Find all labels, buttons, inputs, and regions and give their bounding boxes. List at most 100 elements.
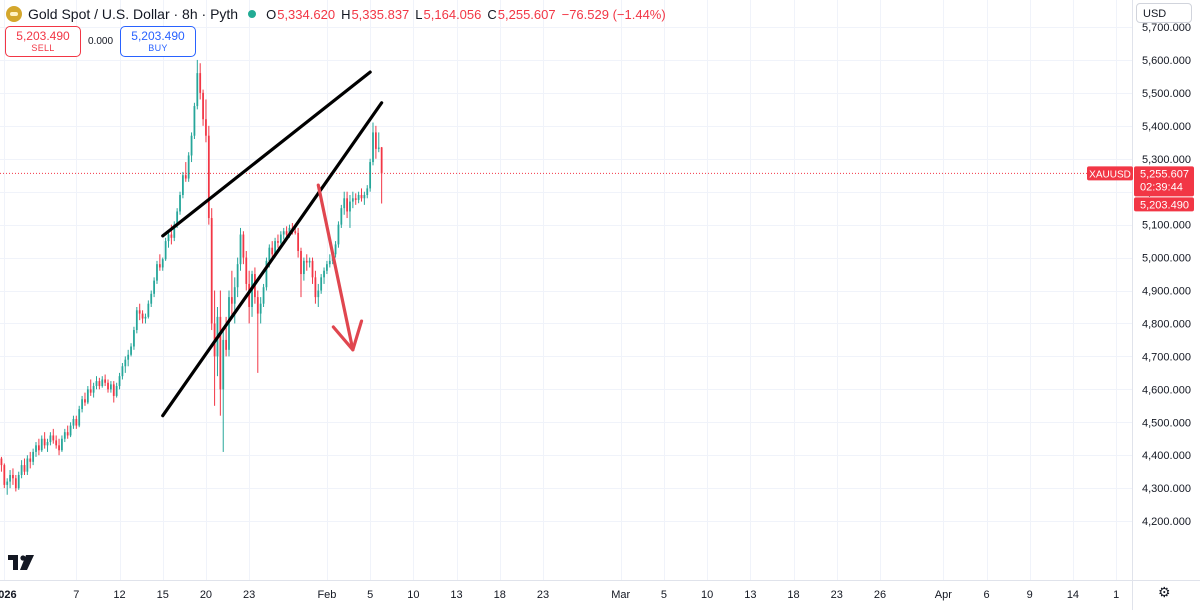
tradingview-logo-icon[interactable]: [8, 555, 38, 571]
price-axis[interactable]: 4,200.000 4,300.000 4,400.000 4,500.000 4,60…: [1087, 0, 1200, 610]
candle-body: [127, 354, 130, 360]
time-tick-label: Mar: [611, 589, 630, 601]
price-tick-label: 4,800.000: [1142, 318, 1191, 330]
price-grid: [0, 0, 1132, 580]
price-tick-label: 4,600.000: [1142, 384, 1191, 396]
candle-body: [265, 260, 268, 288]
candle-body: [326, 264, 328, 271]
candle: [110, 381, 112, 393]
buy-button[interactable]: 5,203.490 BUY: [120, 26, 196, 57]
candle: [230, 270, 233, 317]
drawings-layer[interactable]: [0, 70, 1132, 418]
candle-body: [63, 432, 66, 439]
candle-body: [167, 234, 170, 242]
candle-body: [187, 155, 190, 179]
candle-body: [55, 440, 58, 446]
candle-body: [20, 465, 23, 475]
bearish-arrow-head[interactable]: [331, 319, 364, 352]
candle: [219, 290, 222, 416]
sell-button[interactable]: 5,203.490 SELL: [5, 26, 81, 57]
candle: [89, 379, 92, 396]
bearish-arrow-shaft[interactable]: [316, 183, 355, 352]
candle-body: [199, 73, 202, 93]
candle-body: [144, 316, 147, 319]
candle: [377, 132, 380, 153]
candle: [262, 283, 265, 307]
candle: [144, 313, 147, 324]
price-tick-label: 5,700.000: [1142, 22, 1191, 34]
candle-body: [115, 386, 118, 396]
candle-body: [40, 438, 43, 451]
candle-body: [363, 194, 366, 199]
candle-body: [6, 481, 9, 485]
time-tick-label: 7: [73, 589, 79, 601]
settings-gear-icon[interactable]: ⚙: [1158, 584, 1171, 600]
price-tick-label: 4,400.000: [1142, 450, 1191, 462]
candle-body: [210, 218, 213, 324]
time-tick-label: 2026: [0, 589, 17, 601]
candle-body: [279, 234, 282, 243]
upper-trend-line[interactable]: [161, 70, 372, 238]
candle-body: [161, 259, 164, 268]
candle: [78, 405, 81, 428]
candle: [202, 89, 204, 126]
candle-body: [302, 260, 305, 275]
candle-body: [285, 231, 288, 235]
candle: [354, 193, 357, 205]
candle-body: [23, 465, 26, 472]
price-tick-label: 4,500.000: [1142, 417, 1191, 429]
candle: [326, 260, 328, 275]
currency-selector[interactable]: USD: [1136, 3, 1192, 23]
candle-body: [184, 175, 187, 179]
candle-body: [308, 260, 311, 263]
candle-body: [328, 260, 331, 265]
close-label: C: [487, 6, 497, 22]
symbol-header: Gold Spot / U.S. Dollar · 8h · Pyth O 5,3…: [6, 5, 666, 23]
candle-body: [107, 382, 109, 390]
candle: [63, 428, 66, 443]
candle-body: [268, 247, 271, 261]
candle-body: [262, 287, 265, 304]
candle-body: [176, 211, 179, 225]
candle: [357, 191, 360, 204]
candle-body: [170, 234, 173, 238]
candle: [147, 300, 150, 319]
candle: [222, 330, 225, 452]
candle-body: [92, 386, 95, 393]
candle-body: [49, 435, 52, 443]
candle-body: [297, 232, 300, 251]
price-tick-label: 5,300.000: [1142, 154, 1191, 166]
candle: [167, 231, 170, 248]
time-tick-label: 13: [744, 589, 756, 601]
candle: [179, 191, 181, 215]
candle-body: [239, 234, 242, 265]
candle-body: [121, 366, 124, 377]
sell-price: 5,203.490: [16, 29, 70, 43]
candle: [199, 63, 202, 100]
candle: [69, 422, 72, 438]
candle: [251, 270, 253, 317]
candle-body: [288, 227, 291, 235]
candle-body: [248, 283, 251, 307]
candle: [37, 438, 40, 456]
sell-label: SELL: [31, 43, 55, 53]
lower-trend-line[interactable]: [161, 101, 384, 418]
candle: [58, 438, 60, 456]
candle: [300, 247, 302, 298]
time-axis[interactable]: 2026 7 12 15 20 23 Feb 5 10 13 18 23 Mar 5 10 13 18 23 26 A…: [0, 580, 1200, 602]
candle: [3, 463, 6, 489]
time-tick-label: 23: [243, 589, 255, 601]
candle-body: [375, 132, 377, 149]
candle: [279, 231, 282, 245]
candle-body: [3, 465, 6, 485]
candle-body: [349, 201, 351, 212]
time-tick-label: 9: [1027, 589, 1033, 601]
candle: [66, 425, 69, 439]
candle-body: [0, 458, 3, 466]
time-tick-label: Feb: [317, 589, 336, 601]
time-tick-label: 5: [661, 589, 667, 601]
candle: [153, 277, 155, 298]
candle: [334, 241, 337, 258]
symbol-title[interactable]: Gold Spot / U.S. Dollar · 8h · Pyth: [28, 6, 239, 22]
